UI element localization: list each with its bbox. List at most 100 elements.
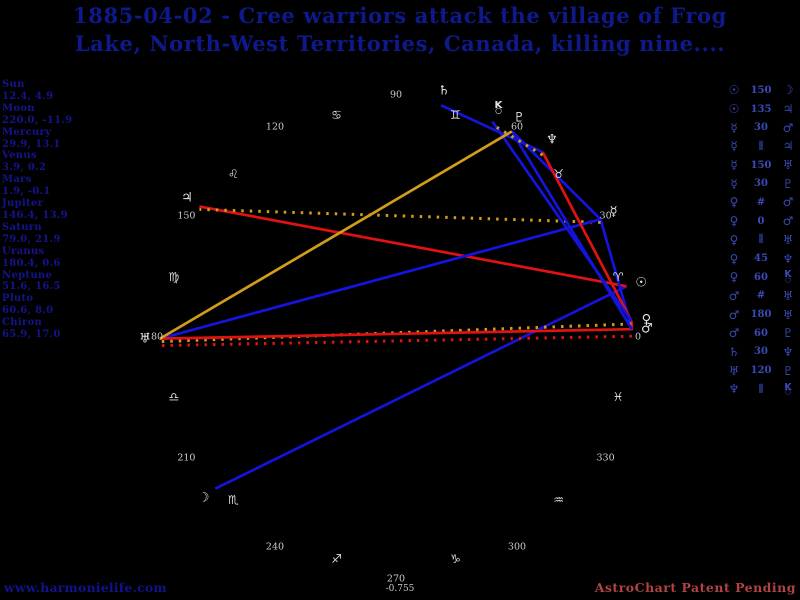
aspect-planet1-glyph: ♅ (728, 363, 740, 378)
sign-glyph-aquarius: ♒ (553, 492, 565, 507)
bottom-axis-value: -0.755 (385, 584, 415, 594)
degree-label-30: 30 (599, 210, 612, 222)
aspect-row: ☉ 150 ☽ (724, 81, 798, 100)
aspect-value: # (756, 290, 766, 302)
chart-title-line2: Lake, North-West Territories, Canada, ki… (74, 31, 726, 56)
aspect-row: ♅ 120 ♇ (724, 361, 798, 380)
watermark-url: www.harmonielife.com (4, 580, 167, 595)
planet-glyph-moon: ☽ (197, 490, 210, 506)
degree-label-270: 270 (386, 573, 406, 585)
degree-label-150: 150 (177, 210, 196, 222)
planet-coordinates: 51.6, 16.5 (2, 281, 61, 293)
aspect-value: 150 (750, 159, 772, 171)
aspect-planet2-glyph: ♇ (782, 326, 794, 341)
aspect-value: 60 (754, 327, 768, 339)
aspect-value: 150 (750, 84, 772, 96)
aspect-row: ☿ 150 ♅ (724, 156, 798, 175)
aspect-row: ♂ 60 ♇ (724, 324, 798, 343)
aspect-planet1-glyph: ☿ (730, 158, 738, 173)
planet-glyph-neptune: ♆ (546, 132, 558, 148)
degree-label-0: 0 (634, 331, 642, 343)
aspect-line-mercury-jupiter (199, 207, 601, 224)
aspect-row: ♀ ∥ ♅ (724, 231, 798, 250)
aspect-row: ♀ 45 ♆ (724, 249, 798, 268)
sign-glyph-cancer: ♋ (331, 107, 342, 122)
aspect-value: 120 (750, 365, 772, 377)
aspect-planet1-glyph: ☿ (730, 120, 738, 135)
aspect-planet2-glyph: ♅ (782, 232, 794, 247)
aspect-line-sun-moon (214, 285, 628, 490)
planet-coordinates: 1.9, -0.1 (2, 186, 51, 198)
aspect-line-mars-uranus (159, 327, 632, 340)
aspect-row: ♀ # ♂ (724, 193, 798, 212)
aspect-value: ∥ (758, 140, 764, 152)
planet-coordinates: 60.6, 8.0 (2, 305, 54, 317)
aspect-list: ☉ 150 ☽ ☉ 135 ♃ ☿ 30 ♂ ☿ ∥ ♃ ☿ 150 ♅ ☿ 30 ♇ ♀ # ♂ ♀ 0 ♂ ♀ ∥ ♅ ♀ 45 ♆ ♀… (724, 81, 798, 399)
planet-name: Venus (2, 150, 37, 162)
aspect-planet1-glyph: ♂ (728, 326, 740, 341)
planet-glyph-mercury: ☿ (609, 204, 618, 220)
aspect-value: 60 (754, 271, 768, 283)
aspect-planet2-glyph: ♇ (782, 176, 794, 191)
planet-coordinates: 29.9, 13.1 (2, 138, 61, 150)
sign-glyph-leo: ♌ (227, 167, 239, 182)
aspect-row: ☿ 30 ♂ (724, 118, 798, 137)
planet-name: Uranus (2, 245, 45, 257)
sign-glyph-sagittarius: ♐ (331, 552, 342, 567)
sign-glyph-gemini: ♊ (450, 107, 461, 122)
planet-position-list: Sun 12.4, 4.9 Moon 220.0, -11.9 Mercury 29.9,… (2, 79, 72, 341)
degree-label-210: 210 (177, 452, 196, 464)
aspect-planet1-glyph: ♀ (729, 251, 739, 266)
aspect-planet1-glyph: ♂ (728, 288, 740, 303)
degree-label-180: 180 (144, 331, 164, 343)
planet-name: Chiron (2, 317, 43, 329)
planet-name: Neptune (2, 269, 53, 281)
planet-coordinates: 220.0, -11.9 (2, 114, 73, 126)
aspect-line-mars-uranus (159, 334, 632, 348)
aspect-planet2-glyph: ♅ (782, 307, 794, 322)
planet-coordinates: 65.9, 17.0 (2, 329, 61, 341)
degree-label-330: 330 (596, 452, 615, 464)
sign-glyph-pisces: ♓ (612, 389, 624, 404)
aspect-line-saturn-neptune (440, 104, 544, 154)
aspect-planet2-glyph: K ○ (784, 269, 792, 284)
aspect-planet2-glyph: ♂ (782, 214, 794, 229)
aspect-row: ♆ ∥ K ○ (724, 380, 798, 399)
aspect-line-uranus-pluto (159, 130, 513, 340)
aspect-row: ♀ 0 ♂ (724, 212, 798, 231)
aspect-row: ♂ # ♅ (724, 287, 798, 306)
sign-glyph-aries: ♈ (612, 270, 624, 285)
aspect-planet1-glyph: ♀ (729, 195, 739, 210)
planet-glyph-sun: ☉ (635, 275, 647, 291)
aspect-line-venus-uranus (159, 322, 632, 344)
aspect-planet2-glyph: ♂ (782, 120, 794, 135)
aspect-planet2-glyph: ♇ (782, 363, 794, 378)
aspect-line-sun-jupiter (199, 205, 627, 288)
planet-coordinates: 79.0, 21.9 (2, 233, 61, 245)
aspect-value: 135 (750, 103, 772, 115)
aspect-row: ♀ 60 K ○ (724, 268, 798, 287)
aspect-planet1-glyph: ♀ (729, 270, 739, 285)
aspect-value: 45 (754, 253, 768, 265)
planet-name: Moon (2, 102, 35, 114)
aspect-value: 180 (750, 309, 772, 321)
planet-name: Mercury (2, 126, 52, 138)
sign-glyph-scorpio: ♏ (227, 492, 239, 507)
aspect-planet2-glyph: ☽ (782, 83, 794, 98)
planet-coordinates: 180.4, 0.6 (2, 257, 61, 269)
chart-title-line1: 1885-04-02 - Cree warriors attack the vi… (73, 3, 727, 28)
degree-label-240: 240 (265, 541, 285, 553)
planet-coordinates: 3.9, 0.2 (2, 162, 47, 174)
aspect-planet1-glyph: ☉ (728, 102, 740, 117)
degree-label-90: 90 (389, 89, 403, 101)
sign-glyph-virgo: ♍ (168, 270, 180, 285)
aspect-planet2-glyph: ♆ (782, 344, 794, 359)
aspect-planet2-glyph: K ○ (784, 381, 792, 396)
planet-coordinates: 12.4, 4.9 (2, 90, 54, 102)
planet-glyph-mars: ♂ (641, 321, 653, 337)
aspect-planet1-glyph: ♄ (728, 344, 740, 359)
sign-glyph-capricorn: ♑ (450, 552, 461, 567)
aspect-planet2-glyph: ♃ (782, 102, 794, 117)
sign-glyph-libra: ♎ (168, 389, 180, 404)
planet-name: Pluto (2, 293, 34, 305)
